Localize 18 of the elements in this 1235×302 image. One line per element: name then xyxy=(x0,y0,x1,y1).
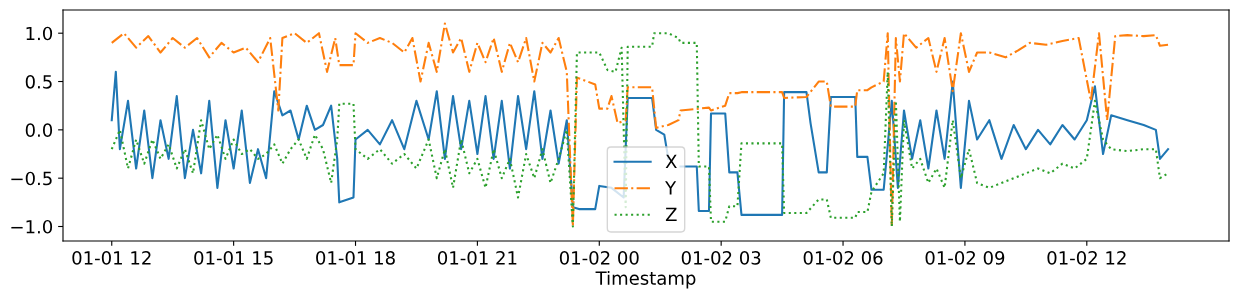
legend-label: Y xyxy=(665,181,677,195)
y-tick-label: 0.5 xyxy=(25,74,52,89)
x-tick-label: 01-01 15 xyxy=(194,251,273,265)
x-tick-label: 01-01 21 xyxy=(438,251,517,265)
legend-label: X xyxy=(665,154,677,168)
x-tick-label: 01-01 18 xyxy=(316,251,395,265)
y-tick-label: −0.5 xyxy=(11,171,52,186)
x-tick-label: 01-02 03 xyxy=(681,251,761,265)
y-tick-label: −1.0 xyxy=(11,219,53,234)
y-tick-label: 0.0 xyxy=(25,123,53,137)
x-axis-title: Timestamp xyxy=(595,270,696,289)
y-tick-label: 1.0 xyxy=(26,26,53,41)
x-tick-label: 01-01 12 xyxy=(72,251,151,265)
x-tick-label: 01-02 12 xyxy=(1047,251,1126,265)
x-tick-label: 01-02 09 xyxy=(925,251,1005,265)
legend-label: Z xyxy=(665,207,677,221)
x-tick-label: 01-02 06 xyxy=(803,251,883,265)
x-tick-label: 01-02 00 xyxy=(559,251,639,265)
